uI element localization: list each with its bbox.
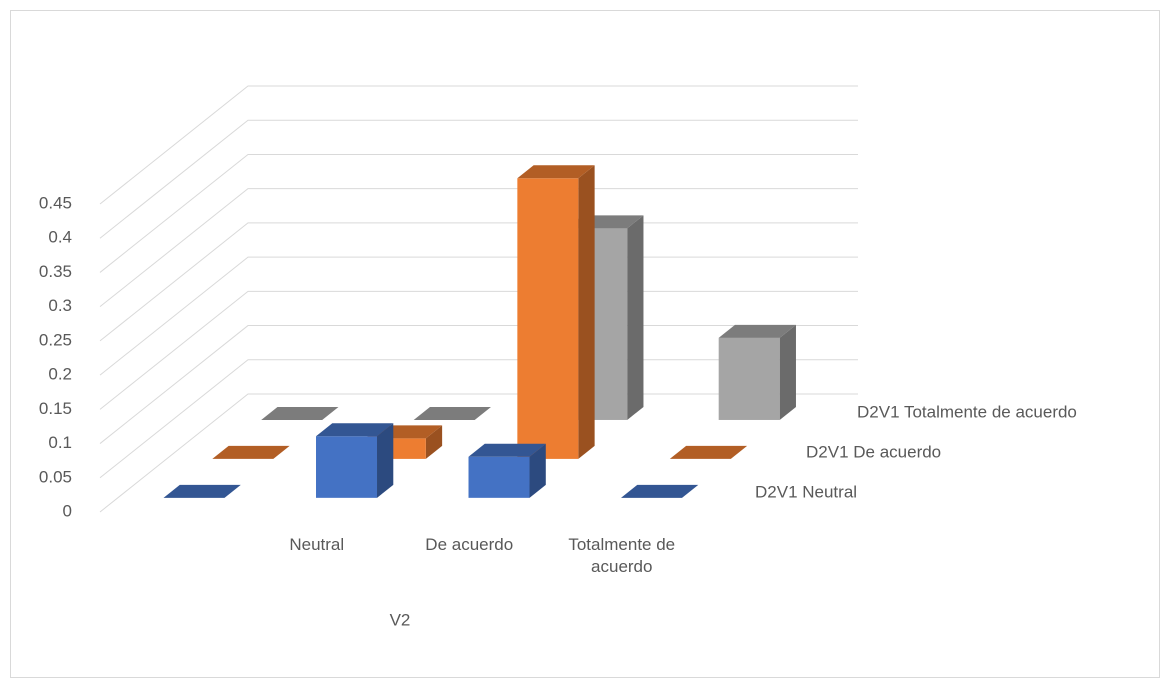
bar-front xyxy=(517,178,579,459)
y-tick-label: 0 xyxy=(63,501,72,520)
bar-front xyxy=(316,436,378,498)
series-label: D2V1 Totalmente de acuerdo xyxy=(857,402,1077,421)
x-tick-label: De acuerdo xyxy=(425,535,514,554)
x-tick-label: Neutral xyxy=(289,535,345,554)
bar xyxy=(669,445,748,459)
bar xyxy=(718,324,796,420)
bar-top xyxy=(669,445,748,459)
y-tick-label: 0.2 xyxy=(48,365,72,384)
x-axis-title: V2 xyxy=(390,610,411,629)
bar-side xyxy=(578,165,595,459)
y-tick-label: 0.3 xyxy=(48,296,72,315)
grid-line xyxy=(99,188,858,308)
bar-side xyxy=(627,215,644,420)
x-tick-label: Totalmente de acuerdo xyxy=(568,535,676,576)
bar xyxy=(261,406,339,420)
y-tick-label: 0.4 xyxy=(48,228,72,247)
grid-line xyxy=(99,85,858,205)
bar xyxy=(517,165,595,459)
grid-line xyxy=(99,290,858,410)
series-label: D2V1 Neutral xyxy=(755,482,857,501)
bar-top xyxy=(413,406,491,420)
bar-top xyxy=(163,484,241,498)
y-tick-label: 0.45 xyxy=(39,193,72,212)
bar-top xyxy=(261,406,339,420)
bar-top xyxy=(718,324,796,338)
grid-line xyxy=(99,222,858,342)
y-tick-label: 0.15 xyxy=(39,399,72,418)
y-tick-label: 0.05 xyxy=(39,467,72,486)
y-tick-label: 0.1 xyxy=(48,433,72,452)
bar-front xyxy=(468,456,530,498)
bar-side xyxy=(425,425,443,459)
y-tick-label: 0.35 xyxy=(39,262,72,281)
bar xyxy=(212,445,290,459)
bar-top xyxy=(468,443,546,457)
y-tick-label: 0.25 xyxy=(39,330,72,349)
grid-line xyxy=(99,153,858,273)
bar-top xyxy=(316,423,394,437)
bar-side xyxy=(529,443,546,498)
bar xyxy=(468,443,546,498)
series-label: D2V1 De acuerdo xyxy=(806,442,941,461)
grid-line xyxy=(99,393,858,513)
bar-top xyxy=(517,165,595,179)
bar-side xyxy=(377,423,394,498)
chart-border xyxy=(10,10,1160,678)
bar-front xyxy=(718,337,780,420)
grid-line xyxy=(99,359,858,479)
bar-top xyxy=(621,484,699,498)
bar xyxy=(163,484,241,498)
bar-top xyxy=(212,445,290,459)
grid-line xyxy=(99,256,858,376)
bar-side xyxy=(779,324,796,420)
grid-line xyxy=(99,119,858,239)
bar xyxy=(621,484,699,498)
bar xyxy=(316,423,394,498)
bar xyxy=(413,406,491,420)
grid-line xyxy=(99,325,858,444)
